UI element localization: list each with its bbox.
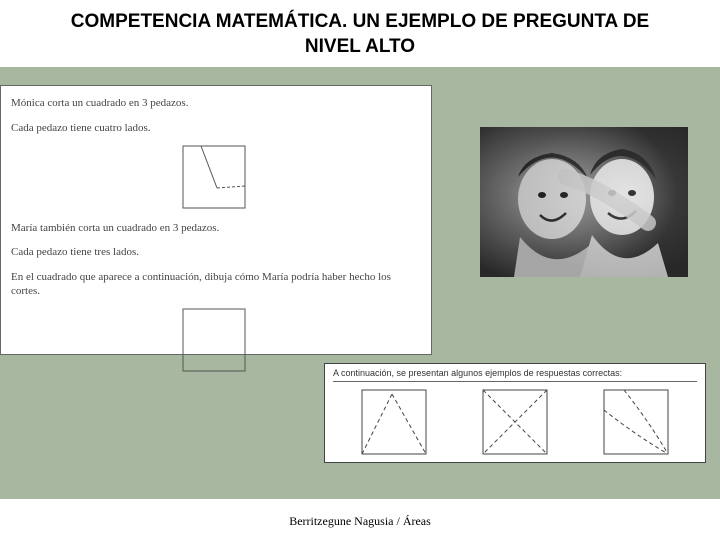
blank-square [182, 308, 248, 374]
slide-footer: Berritzegune Nagusia / Áreas [0, 502, 720, 540]
problem-line-4: Cada pedazo tiene tres lados. [11, 245, 419, 259]
answer-example-1 [360, 388, 428, 456]
slide-title: COMPETENCIA MATEMÁTICA. UN EJEMPLO DE PR… [60, 10, 660, 59]
problem-statement-box: Mónica corta un cuadrado en 3 pedazos. C… [0, 85, 432, 355]
problem-line-2: Cada pedazo tiene cuatro lados. [11, 121, 419, 135]
answer-example-2 [481, 388, 549, 456]
example-square-cut [182, 145, 248, 211]
correct-answers-box: A continuación, se presentan algunos eje… [324, 363, 706, 463]
content-area: Mónica corta un cuadrado en 3 pedazos. C… [0, 67, 720, 499]
problem-line-3: María también corta un cuadrado en 3 ped… [11, 221, 419, 235]
slide-title-block: COMPETENCIA MATEMÁTICA. UN EJEMPLO DE PR… [0, 0, 720, 67]
answers-caption: A continuación, se presentan algunos eje… [333, 368, 697, 382]
problem-line-1: Mónica corta un cuadrado en 3 pedazos. [11, 96, 419, 110]
answers-row [333, 388, 697, 456]
decorative-photo [480, 127, 688, 277]
answer-example-3 [602, 388, 670, 456]
problem-line-5: En el cuadrado que aparece a continuació… [11, 270, 419, 299]
footer-text: Berritzegune Nagusia / Áreas [289, 514, 431, 528]
